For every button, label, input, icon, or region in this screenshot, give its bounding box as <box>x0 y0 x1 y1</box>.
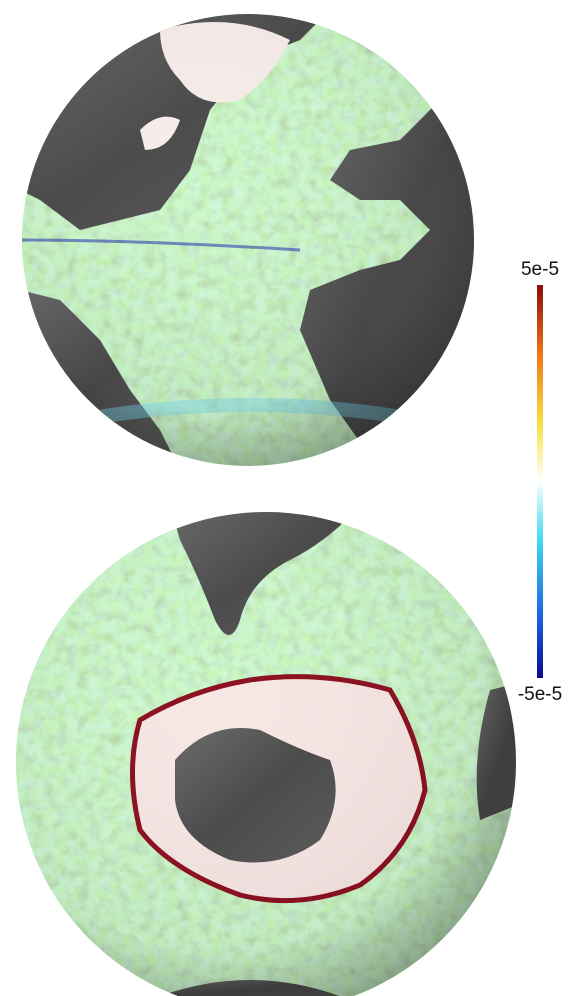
colorbar: 5e-5 -5e-5 <box>518 259 562 705</box>
colorbar-gradient <box>537 285 543 678</box>
north-atlantic-globe <box>22 14 474 466</box>
colorbar-min-label: -5e-5 <box>518 684 562 705</box>
southern-ocean-globe <box>16 512 516 996</box>
colorbar-max-label: 5e-5 <box>521 259 559 280</box>
